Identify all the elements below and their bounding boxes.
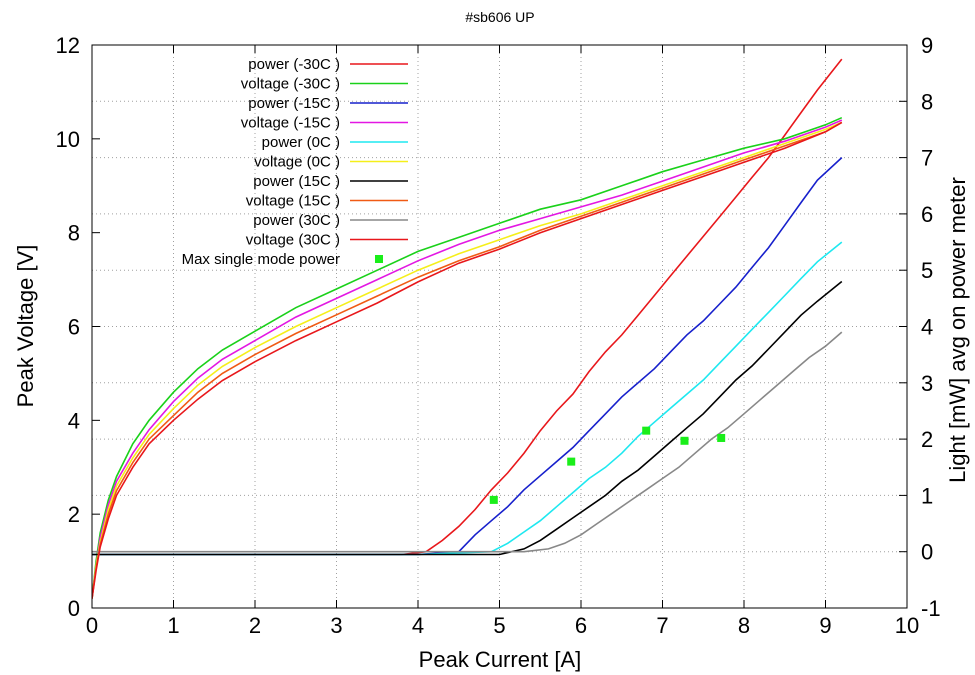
series-line-5 <box>92 121 843 599</box>
legend: power (-30C ) voltage (-30C ) power (-15C … <box>182 56 408 268</box>
chart-title: #sb606 UP <box>465 9 534 25</box>
y2-tick-label: 7 <box>921 146 933 171</box>
y2-tick-label: 3 <box>921 371 933 396</box>
y-tick-label: 4 <box>68 408 80 433</box>
series-line-6 <box>92 280 843 556</box>
x-tick-label: 8 <box>738 613 750 638</box>
y-tick-label: 2 <box>68 502 80 527</box>
x-tick-label: 4 <box>412 613 424 638</box>
x-tick-label: 0 <box>86 613 98 638</box>
legend-label: power (30C ) <box>253 212 340 229</box>
series-line-4 <box>92 241 843 556</box>
y2-tick-label: 4 <box>921 315 933 340</box>
legend-label: voltage (0C ) <box>254 154 340 171</box>
y-tick-label: 0 <box>68 596 80 621</box>
x-axis-title: Peak Current [A] <box>419 647 582 672</box>
y2-axis-title: Light [mW] avg on power meter <box>945 177 970 483</box>
legend-label: voltage (-15C ) <box>241 115 340 132</box>
y2-tick-label: 6 <box>921 202 933 227</box>
x-tick-label: 6 <box>575 613 587 638</box>
series-line-8 <box>92 331 843 553</box>
max-single-mode-point <box>489 495 498 504</box>
legend-label: power (15C ) <box>253 173 340 190</box>
y-tick-label: 8 <box>68 221 80 246</box>
y2-tick-label: 2 <box>921 427 933 452</box>
max-single-mode-point <box>680 436 689 445</box>
series-line-9 <box>92 121 843 599</box>
series-line-7 <box>92 121 843 599</box>
max-single-mode-point <box>567 457 576 466</box>
legend-label: Max single mode power <box>182 251 340 268</box>
y-axis-title: Peak Voltage [V] <box>13 245 38 408</box>
max-single-mode-point <box>642 426 651 435</box>
y2-tick-label: 1 <box>921 483 933 508</box>
legend-label: power (0C ) <box>262 134 340 151</box>
x-tick-label: 3 <box>330 613 342 638</box>
series-line-2 <box>92 157 843 556</box>
legend-label: voltage (15C ) <box>246 193 340 210</box>
x-tick-label: 1 <box>167 613 179 638</box>
x-tick-label: 10 <box>895 613 919 638</box>
legend-marker <box>375 255 383 263</box>
max-single-mode-point <box>717 433 726 442</box>
x-tick-label: 5 <box>493 613 505 638</box>
y2-tick-label: -1 <box>921 596 941 621</box>
y-tick-label: 10 <box>56 127 80 152</box>
legend-label: power (-30C ) <box>248 56 340 73</box>
y-tick-label: 12 <box>56 33 80 58</box>
legend-label: voltage (-30C ) <box>241 76 340 93</box>
y2-tick-label: 5 <box>921 258 933 283</box>
series-line-0 <box>92 58 843 556</box>
x-tick-label: 7 <box>656 613 668 638</box>
legend-label: power (-15C ) <box>248 95 340 112</box>
x-tick-label: 2 <box>249 613 261 638</box>
x-tick-label: 9 <box>819 613 831 638</box>
series-line-3 <box>92 119 843 599</box>
y-tick-label: 6 <box>68 315 80 340</box>
plot-area <box>92 58 843 599</box>
grid <box>92 45 907 608</box>
legend-label: voltage (30C ) <box>246 232 340 249</box>
y2-tick-label: 9 <box>921 33 933 58</box>
y2-tick-label: 0 <box>921 540 933 565</box>
series-line-1 <box>92 116 843 599</box>
plot-frame <box>91 44 908 609</box>
y2-tick-label: 8 <box>921 89 933 114</box>
